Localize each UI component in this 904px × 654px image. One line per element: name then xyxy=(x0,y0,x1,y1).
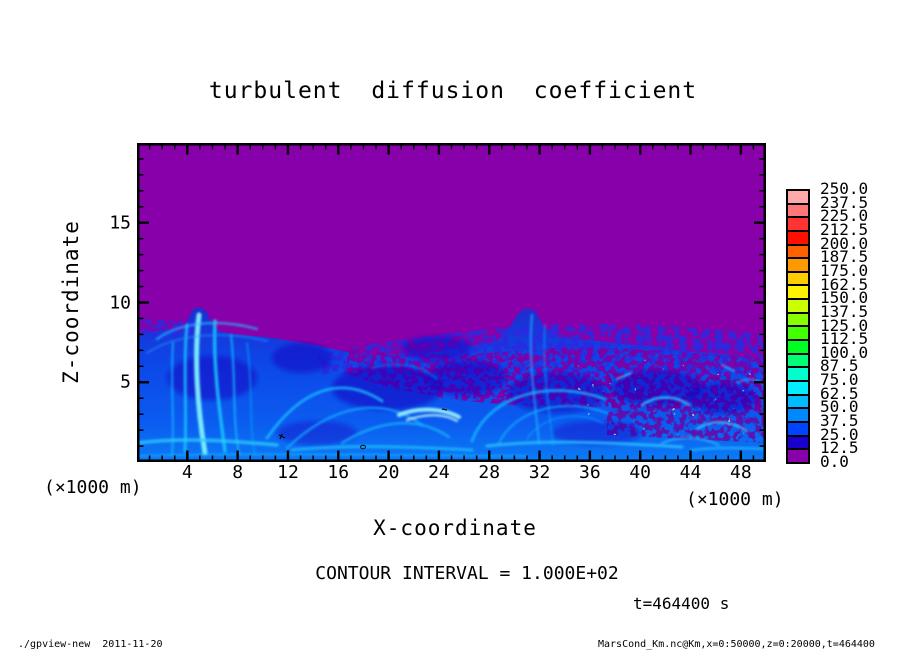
y-tick-label: 15 xyxy=(109,212,131,234)
colorbar-level-label: 237.5 xyxy=(820,192,869,212)
x-tick-label: 36 xyxy=(579,462,601,483)
colorbar-level-label: 212.5 xyxy=(820,219,869,239)
plot-frame-border xyxy=(137,143,766,462)
plot-title: turbulent diffusion coefficient xyxy=(208,78,698,104)
time-label: t=464400 s xyxy=(633,594,730,613)
colorbar-level-label: 250.0 xyxy=(820,179,869,198)
colorbar-level-label: 37.5 xyxy=(820,411,859,431)
y-tick-label: 10 xyxy=(109,292,131,313)
colorbar-level-label: 50.0 xyxy=(820,397,859,417)
colorbar-level-label: 100.0 xyxy=(820,342,869,362)
colorbar-level-label: 62.5 xyxy=(820,383,859,403)
y-tick-label: 5 xyxy=(120,371,131,393)
contour-100-marks xyxy=(278,408,448,450)
contour-interval-note: CONTOUR INTERVAL = 1.000E+02 xyxy=(315,563,619,584)
footer-program-version: ./gpview-new 2011-11-20 xyxy=(18,639,163,650)
x-tick-label: 28 xyxy=(478,462,501,483)
axis-ticks xyxy=(139,145,764,460)
x-tick-label: 4 xyxy=(181,462,193,483)
colorbar-level-label: 200.0 xyxy=(820,233,869,253)
colorbar-level-label: 175.0 xyxy=(820,260,869,280)
colorbar-level-label: 125.0 xyxy=(820,315,869,335)
colorbar-level-label: 162.5 xyxy=(820,274,869,294)
x-tick-label: 32 xyxy=(528,462,551,483)
colorbar-level-label: 225.0 xyxy=(820,206,869,226)
colorbar-box xyxy=(786,448,810,464)
bright-specks xyxy=(577,353,766,443)
colorbar-level-label: 150.0 xyxy=(820,288,869,308)
plot-canvas xyxy=(137,143,766,462)
colorbar-level-label: 87.5 xyxy=(820,356,859,376)
x-tick-label: 12 xyxy=(277,462,299,483)
x-tick-label: 40 xyxy=(629,462,652,483)
colorbar-level-label: 12.5 xyxy=(820,438,859,458)
colorbar-level-label: 112.5 xyxy=(820,329,869,349)
colorbar-level-label: 25.0 xyxy=(820,424,859,444)
x-axis-title: X-coordinate xyxy=(373,516,537,540)
colorbar-level-label: 137.5 xyxy=(820,301,869,321)
plot-area xyxy=(137,143,766,462)
x-tick-label: 20 xyxy=(377,462,400,483)
colorbar-level-label: 0.0 xyxy=(820,452,849,471)
x-tick-label: 44 xyxy=(679,462,702,483)
x-tick-label: 16 xyxy=(327,462,350,483)
x-axis-unit-label: (×1000 m) xyxy=(686,489,784,510)
colorbar-level-label: 187.5 xyxy=(820,247,869,267)
footer-data-source: MarsCond_Km.nc@Km,x=0:50000,z=0:20000,t=… xyxy=(598,639,875,650)
y-axis-title: Z-coordinate xyxy=(59,220,83,384)
colorbar xyxy=(786,189,810,464)
x-tick-label: 8 xyxy=(232,462,244,483)
x-tick-label: 48 xyxy=(729,462,752,483)
x-tick-label: 24 xyxy=(428,462,450,483)
colorbar-level-label: 75.0 xyxy=(820,370,859,390)
y-axis-unit-label: (×1000 m) xyxy=(44,477,142,498)
